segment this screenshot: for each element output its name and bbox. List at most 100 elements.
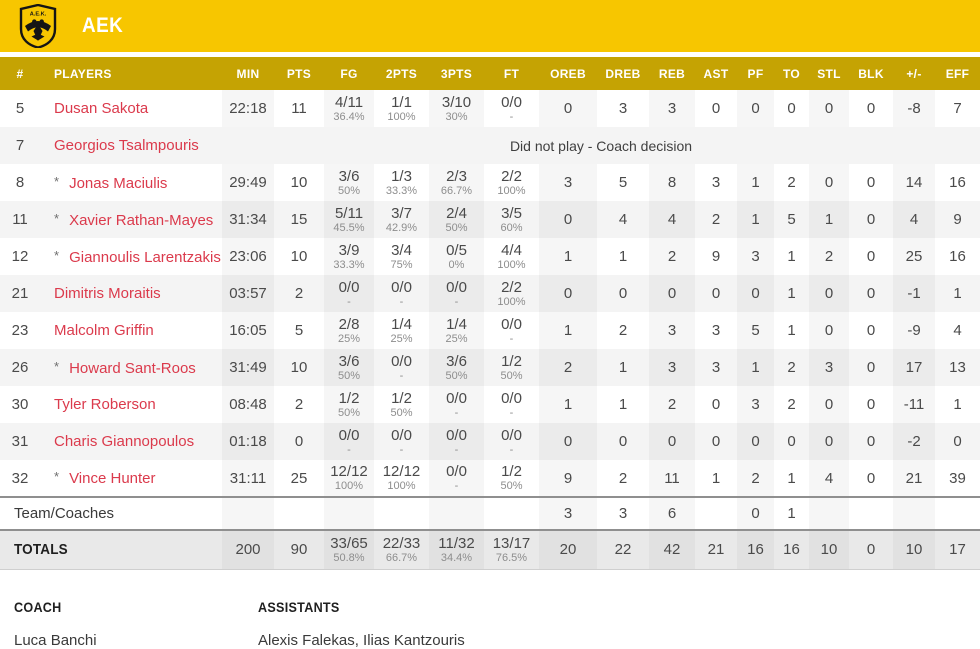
- stat-3pts: 0/0-: [429, 275, 484, 312]
- team-stat-to: 1: [774, 496, 809, 530]
- player-name-link[interactable]: Dusan Sakota: [54, 100, 149, 117]
- totals-stat-to: 16: [774, 529, 809, 570]
- stat-ft: 0/0-: [501, 315, 522, 345]
- stat-min: 16:05: [222, 312, 274, 349]
- player-name-link[interactable]: Tyler Roberson: [54, 396, 156, 413]
- team-stat-eff: [935, 496, 980, 530]
- team-stat-oreb: 3: [539, 496, 597, 530]
- stat-pf: 1: [737, 349, 774, 386]
- stat-ast: 3: [711, 174, 721, 191]
- stat-plus-minus: -11: [893, 386, 935, 423]
- col-header-ft: FT: [484, 57, 539, 90]
- player-row: 12 * Giannoulis Larentzakis 23:06 10 3/9 33.3%…: [0, 238, 980, 275]
- totals-stat-blk: 0: [849, 529, 893, 570]
- stat-reb: 3: [649, 312, 695, 349]
- stat-to: 2: [787, 396, 796, 413]
- stat-oreb: 0: [539, 423, 597, 460]
- stat-eff: 16: [949, 174, 966, 191]
- stat-stl: 0: [809, 312, 849, 349]
- stat-3pts: 3/10 30%: [429, 90, 484, 127]
- stat-ast: 0: [711, 100, 721, 117]
- stat-2pts: 3/4 75%: [390, 241, 413, 271]
- stat-dreb: 2: [618, 469, 628, 487]
- player-name-link[interactable]: Giannoulis Larentzakis: [69, 248, 221, 266]
- col-header-pf: PF: [737, 57, 774, 90]
- stat-reb: 4: [649, 201, 695, 238]
- stat-reb: 3: [649, 349, 695, 386]
- stat-pts: 10: [290, 248, 308, 265]
- stat-ast: 3: [711, 359, 721, 376]
- stat-pf: 3: [737, 386, 774, 423]
- stat-reb: 0: [649, 275, 695, 312]
- col-header-pts: PTS: [274, 57, 324, 90]
- totals-stat-stl: 10: [809, 529, 849, 570]
- player-name-cell: Dimitris Moraitis: [40, 275, 222, 312]
- stat-ft: 0/0-: [501, 389, 522, 419]
- stat-3pts: 1/4 25%: [429, 312, 484, 349]
- stat-to: 1: [787, 469, 796, 487]
- stat-fg: 3/9 33.3%: [324, 238, 374, 275]
- team-coaches-label: Team/Coaches: [0, 496, 222, 530]
- assistants-names: Alexis Falekas, Ilias Kantzouris: [258, 631, 465, 649]
- stat-min: 31:11: [222, 460, 274, 497]
- stat-blk: 0: [866, 359, 876, 376]
- stat-fg: 3/6 50%: [324, 349, 374, 386]
- stat-2pts: 0/0-: [391, 426, 412, 456]
- stat-fg: 0/0-: [324, 275, 374, 312]
- coaching-staff-section: COACH Luca Banchi ASSISTANTS Alexis Fale…: [0, 599, 980, 649]
- stat-eff: 7: [953, 100, 962, 117]
- player-number: 31: [11, 433, 29, 450]
- stat-pts: 10: [290, 359, 308, 376]
- stats-header-row: # PLAYERS MIN PTS FG 2PTS 3PTS FT OREB DREB REB AST…: [0, 57, 980, 90]
- player-name-link[interactable]: Dimitris Moraitis: [54, 285, 161, 302]
- stats-header: # PLAYERS MIN PTS FG 2PTS 3PTS FT OREB DREB REB AST…: [0, 57, 980, 90]
- stat-eff: 1: [953, 285, 962, 302]
- player-name-cell: * Giannoulis Larentzakis: [40, 238, 222, 275]
- player-name-link[interactable]: Charis Giannopoulos: [54, 433, 195, 450]
- player-name-link[interactable]: Jonas Maciulis: [69, 174, 168, 192]
- player-number: 7: [15, 137, 25, 154]
- totals-stat-ft: 13/17 76.5%: [484, 529, 539, 570]
- totals-stat-2pts: 22/33 66.7%: [374, 529, 429, 570]
- stat-plus-minus: 25: [893, 238, 935, 275]
- stat-plus-minus: -9: [893, 312, 935, 349]
- player-name-link[interactable]: Georgios Tsalmpouris: [54, 137, 199, 154]
- stat-2pts: 3/7 42.9%: [385, 204, 418, 234]
- stat-eff: 9: [953, 211, 962, 228]
- stat-pts: 25: [290, 469, 308, 487]
- stat-pf: 5: [737, 312, 774, 349]
- player-name-link[interactable]: Vince Hunter: [69, 470, 156, 487]
- coach-name: Luca Banchi: [14, 631, 97, 649]
- stat-blk: 0: [866, 100, 876, 117]
- stat-ft: 2/2 100%: [497, 278, 526, 308]
- team-stat-blk: [849, 496, 893, 530]
- stat-eff: 1: [953, 396, 962, 413]
- stat-ast: 0: [711, 433, 721, 450]
- stat-blk: 0: [866, 285, 876, 302]
- stat-ast: 3: [711, 322, 721, 339]
- stat-ast: 0: [711, 285, 721, 302]
- stat-2pts: 12/12 100%: [382, 463, 421, 492]
- player-name-link[interactable]: Xavier Rathan-Mayes: [69, 211, 214, 229]
- stat-to: 5: [787, 211, 796, 228]
- team-stat-dreb: 3: [597, 496, 649, 530]
- stat-plus-minus: -8: [893, 90, 935, 127]
- stat-min: 22:18: [222, 90, 274, 127]
- stat-stl: 0: [809, 90, 849, 127]
- stat-ft: 3/5 60%: [500, 204, 523, 234]
- player-name-link[interactable]: Malcolm Griffin: [54, 322, 154, 339]
- stat-blk: 0: [866, 211, 876, 228]
- col-header-fg: FG: [324, 57, 374, 90]
- stat-dreb: 1: [618, 359, 628, 376]
- player-name-link[interactable]: Howard Sant-Roos: [69, 359, 196, 377]
- col-header-blk: BLK: [849, 57, 893, 90]
- totals-stat-ast: 21: [695, 529, 737, 570]
- stat-eff: 4: [953, 322, 962, 339]
- stat-oreb: 0: [539, 275, 597, 312]
- player-name-cell: Charis Giannopoulos: [40, 423, 222, 460]
- stat-plus-minus: 4: [893, 201, 935, 238]
- stat-plus-minus: -2: [893, 423, 935, 460]
- team-stat-fg: [324, 496, 374, 530]
- col-header-2pts: 2PTS: [374, 57, 429, 90]
- stat-3pts: 2/3 66.7%: [429, 164, 484, 201]
